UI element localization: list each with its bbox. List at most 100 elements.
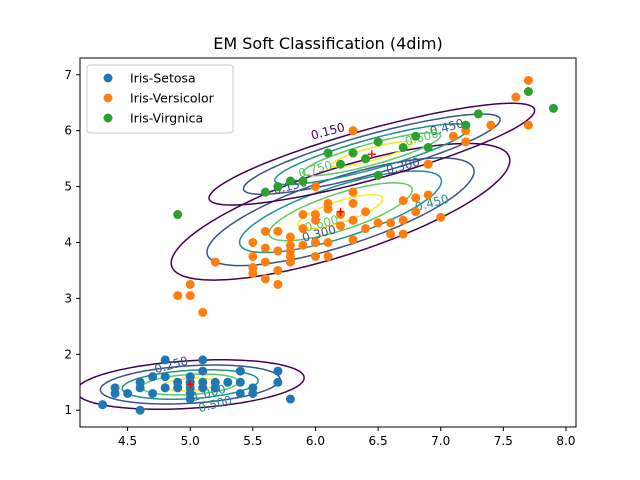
point-1-20 xyxy=(285,240,295,250)
legend-label-2: Iris-Virgnica xyxy=(130,111,203,126)
y-tick-label-6: 7 xyxy=(64,68,72,82)
point-1-4 xyxy=(210,257,220,267)
point-0-26 xyxy=(235,388,245,398)
point-1-50 xyxy=(411,193,421,203)
point-2-5 xyxy=(323,148,333,158)
point-1-7 xyxy=(248,251,258,261)
y-tick-label-0: 1 xyxy=(64,403,72,417)
point-1-29 xyxy=(310,182,320,192)
point-2-9 xyxy=(373,170,383,180)
point-0-7 xyxy=(148,388,158,398)
legend-label-0: Iris-Setosa xyxy=(130,71,196,86)
x-tick-label-5: 7.0 xyxy=(431,434,450,448)
point-1-11 xyxy=(260,243,270,253)
point-1-2 xyxy=(185,279,195,289)
contour-label-3: 0.300 xyxy=(385,155,422,177)
contour-label-9: 0.250 xyxy=(153,354,190,376)
contour-level-0-1 xyxy=(99,364,281,405)
contour-level-2-3 xyxy=(302,131,442,177)
x-tick-label-6: 7.5 xyxy=(494,434,513,448)
point-1-42 xyxy=(361,207,371,217)
point-1-33 xyxy=(323,198,333,208)
contour-level-2-0 xyxy=(208,102,536,206)
y-tick-label-1: 2 xyxy=(64,347,72,361)
point-2-13 xyxy=(423,142,433,152)
point-2-8 xyxy=(361,154,371,164)
y-axis: 1 2 3 4 5 6 7 xyxy=(64,68,80,417)
point-2-16 xyxy=(523,87,533,97)
point-0-0 xyxy=(98,400,108,410)
point-1-38 xyxy=(348,198,358,208)
point-1-1 xyxy=(185,291,195,301)
point-2-2 xyxy=(273,182,283,192)
legend-label-1: Iris-Versicolor xyxy=(130,91,215,106)
x-tick-label-1: 5.0 xyxy=(181,434,200,448)
point-2-14 xyxy=(461,120,471,130)
point-1-60 xyxy=(523,75,533,85)
point-0-11 xyxy=(160,355,170,365)
point-2-15 xyxy=(473,109,483,119)
point-1-8 xyxy=(248,238,258,247)
point-0-31 xyxy=(273,377,283,387)
point-1-24 xyxy=(298,210,308,220)
chart-title: EM Soft Classification (4dim) xyxy=(213,34,442,53)
point-0-13 xyxy=(173,377,183,387)
contour-lines xyxy=(80,102,536,410)
point-0-25 xyxy=(223,377,233,387)
x-tick-label-2: 5.5 xyxy=(243,434,262,448)
point-1-10 xyxy=(260,257,270,267)
point-0-27 xyxy=(235,377,245,387)
point-2-4 xyxy=(298,176,308,186)
point-1-48 xyxy=(398,196,408,206)
point-1-57 xyxy=(486,120,496,130)
point-0-21 xyxy=(198,366,208,376)
contour-level-2-1 xyxy=(242,113,501,196)
point-0-22 xyxy=(198,355,208,365)
point-1-40 xyxy=(348,126,358,136)
x-tick-label-7: 8.0 xyxy=(556,434,575,448)
point-1-45 xyxy=(386,218,396,228)
point-2-0 xyxy=(173,210,183,220)
point-2-3 xyxy=(285,176,295,186)
point-2-6 xyxy=(336,159,346,169)
legend: Iris-Setosa Iris-Versicolor Iris-Virgnica xyxy=(86,64,234,134)
point-1-21 xyxy=(285,232,295,242)
point-0-9 xyxy=(160,383,170,393)
center-marker-0 xyxy=(186,380,195,389)
scatter-points xyxy=(98,75,558,415)
point-0-18 xyxy=(185,372,195,382)
point-1-34 xyxy=(336,221,346,231)
point-1-0 xyxy=(173,291,183,301)
point-0-3 xyxy=(123,388,133,398)
point-1-37 xyxy=(348,215,358,225)
point-0-28 xyxy=(235,366,245,376)
legend-marker-1 xyxy=(103,93,113,103)
point-1-46 xyxy=(398,229,408,239)
center-marker-2 xyxy=(367,150,376,159)
point-1-52 xyxy=(423,159,433,169)
point-1-54 xyxy=(448,131,458,141)
point-0-32 xyxy=(273,366,283,376)
point-1-3 xyxy=(198,307,208,317)
center-marker-1 xyxy=(336,207,345,216)
point-0-2 xyxy=(110,383,120,393)
x-tick-label-4: 6.5 xyxy=(369,434,388,448)
point-0-24 xyxy=(210,377,220,387)
point-2-7 xyxy=(348,148,358,158)
point-1-47 xyxy=(398,215,408,225)
point-2-17 xyxy=(548,103,558,113)
legend-marker-0 xyxy=(103,73,113,83)
point-0-33 xyxy=(285,394,295,404)
point-1-49 xyxy=(411,207,421,217)
point-1-39 xyxy=(348,187,358,197)
point-1-15 xyxy=(273,246,283,256)
contour-label-0: 0.150 xyxy=(309,120,346,142)
point-1-16 xyxy=(273,226,283,236)
point-1-53 xyxy=(436,212,446,222)
legend-marker-2 xyxy=(103,113,113,123)
point-0-6 xyxy=(135,377,145,387)
point-1-36 xyxy=(348,235,358,245)
point-1-55 xyxy=(461,137,471,147)
point-1-26 xyxy=(310,238,320,247)
contour-level-0-2 xyxy=(121,369,259,400)
